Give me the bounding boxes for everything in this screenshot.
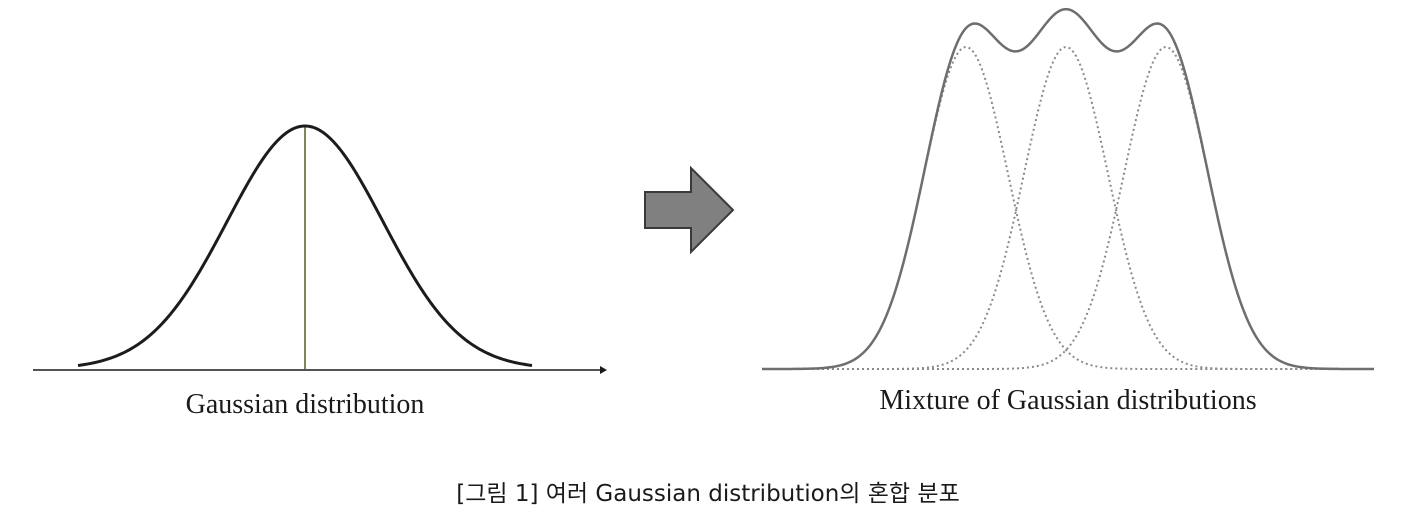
component-curve-3 (762, 45, 1374, 370)
gaussian-curve (77, 124, 533, 367)
mixture-curve (762, 7, 1374, 371)
component-curve-1 (762, 45, 1374, 370)
gaussian-label: Gaussian distribution (186, 389, 425, 420)
figure-caption: [그림 1] 여러 Gaussian distribution의 혼합 분포 (456, 481, 960, 507)
mixture-label: Mixture of Gaussian distributions (879, 385, 1256, 416)
component-curve-2 (762, 45, 1374, 370)
right-arrow-icon (644, 165, 735, 255)
axis-arrowhead (600, 366, 607, 374)
mixture-panel: Mixture of Gaussian distributions (762, 7, 1374, 416)
gaussian-panel: Gaussian distribution (33, 124, 607, 420)
